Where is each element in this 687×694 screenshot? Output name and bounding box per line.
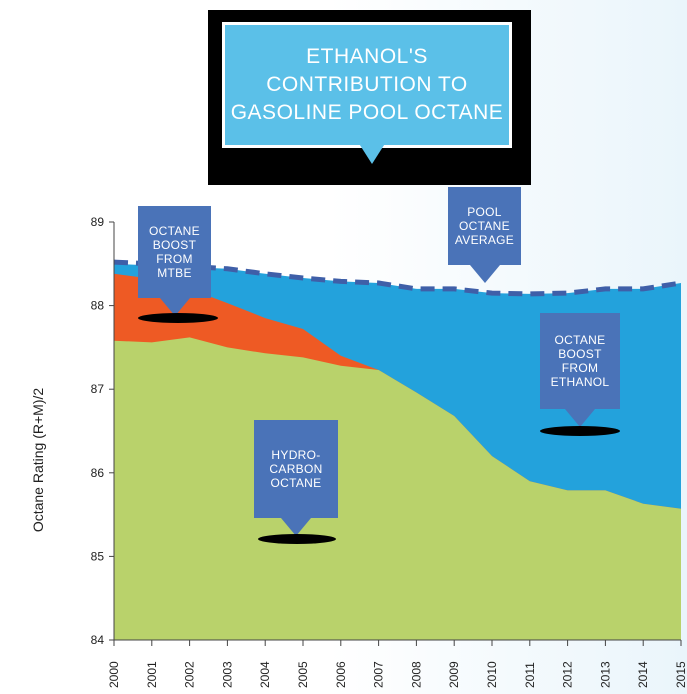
mtbe-callout-shadow xyxy=(138,313,218,323)
ethanol-callout: OCTANE BOOST FROM ETHANOL xyxy=(540,313,620,427)
hydrocarbon-area xyxy=(114,337,681,640)
y-tick-label: 84 xyxy=(91,633,105,647)
x-tick-label: 2011 xyxy=(523,662,537,688)
x-tick-label: 2008 xyxy=(409,661,423,688)
hydrocarbon-callout: HYDRO- CARBON OCTANE xyxy=(254,420,338,536)
x-tick-label: 2005 xyxy=(296,661,310,688)
chart-title: ETHANOL'S CONTRIBUTION TO GASOLINE POOL … xyxy=(222,22,512,148)
x-tick-label: 2007 xyxy=(372,661,386,688)
x-tick-label: 2015 xyxy=(674,661,687,688)
y-tick-label: 86 xyxy=(91,466,105,480)
x-tick-label: 2013 xyxy=(598,661,612,688)
y-tick-label: 87 xyxy=(91,382,105,396)
x-tick-label: 2014 xyxy=(636,661,650,688)
y-axis-label: Octane Rating (R+M)/2 xyxy=(30,387,46,533)
x-tick-label: 2002 xyxy=(183,661,197,688)
title-panel: ETHANOL'S CONTRIBUTION TO GASOLINE POOL … xyxy=(208,10,531,185)
x-tick-label: 2001 xyxy=(145,661,159,688)
x-tick-label: 2010 xyxy=(485,661,499,688)
y-axis: 84 85 86 87 88 89 xyxy=(91,215,115,647)
area-layer xyxy=(114,263,681,640)
ethanol-callout-shadow xyxy=(540,426,620,436)
y-tick-label: 89 xyxy=(91,215,105,229)
x-axis: 2000 2001 2002 2003 2004 2005 2006 2007 2008 2009… xyxy=(107,639,687,688)
y-tick-label: 88 xyxy=(91,299,105,313)
title-pointer xyxy=(358,142,386,164)
y-tick-label: 85 xyxy=(91,549,105,563)
x-tick-label: 2003 xyxy=(220,661,234,688)
pool-average-callout: POOL OCTANE AVERAGE xyxy=(448,187,521,283)
hydrocarbon-callout-shadow xyxy=(258,534,336,544)
x-tick-label: 2004 xyxy=(258,661,272,688)
x-tick-label: 2009 xyxy=(447,661,461,688)
mtbe-callout: OCTANE BOOST FROM MTBE xyxy=(138,206,211,316)
x-tick-label: 2012 xyxy=(561,661,575,688)
x-tick-label: 2006 xyxy=(334,661,348,688)
y-axis-label-wrap: Octane Rating (R+M)/2 xyxy=(8,360,68,560)
x-tick-label: 2000 xyxy=(107,661,121,688)
